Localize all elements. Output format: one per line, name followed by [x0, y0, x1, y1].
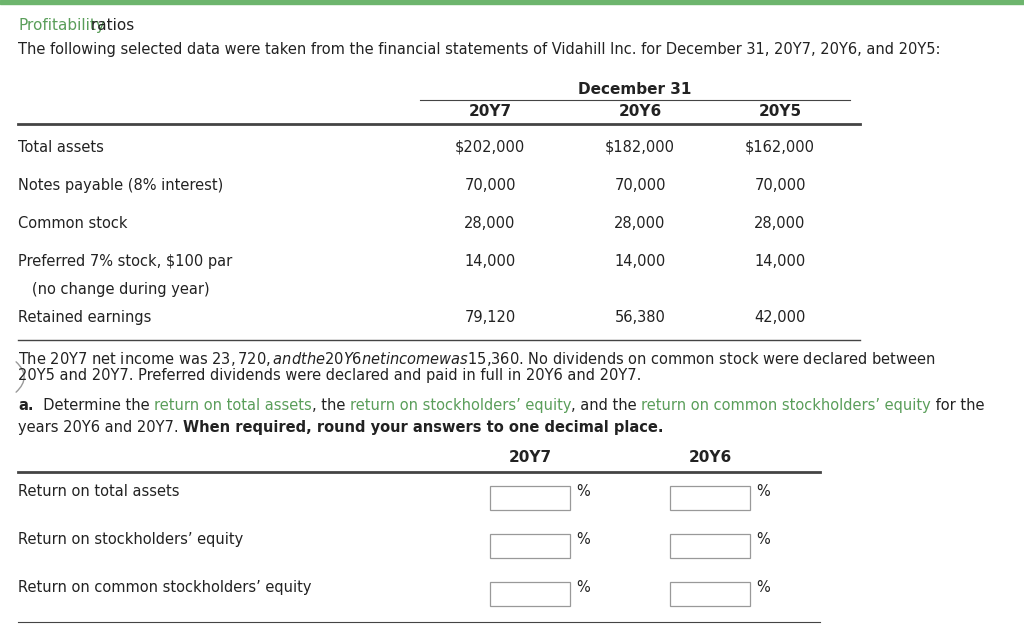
- Text: $162,000: $162,000: [745, 140, 815, 155]
- Text: 28,000: 28,000: [614, 216, 666, 231]
- Text: return on stockholders’ equity: return on stockholders’ equity: [349, 398, 571, 413]
- Text: 20Y5: 20Y5: [759, 104, 802, 119]
- Text: 20Y7: 20Y7: [509, 450, 552, 465]
- Text: 70,000: 70,000: [464, 178, 516, 193]
- Text: %: %: [575, 484, 590, 499]
- Polygon shape: [670, 534, 750, 558]
- Text: ratios: ratios: [86, 18, 134, 33]
- Text: 14,000: 14,000: [755, 254, 806, 269]
- Text: Profitability: Profitability: [18, 18, 104, 33]
- Bar: [0, 0, 1024, 4]
- Polygon shape: [670, 486, 750, 510]
- Text: The following selected data were taken from the financial statements of Vidahill: The following selected data were taken f…: [18, 42, 940, 57]
- Text: 70,000: 70,000: [614, 178, 666, 193]
- Text: 79,120: 79,120: [464, 310, 516, 325]
- Text: Return on common stockholders’ equity: Return on common stockholders’ equity: [18, 580, 311, 595]
- Text: Return on stockholders’ equity: Return on stockholders’ equity: [18, 532, 244, 547]
- Text: The 20Y7 net income was $23,720, and the 20Y6 net income was $15,360. No dividen: The 20Y7 net income was $23,720, and the…: [18, 350, 935, 368]
- Polygon shape: [490, 582, 570, 606]
- Text: Total assets: Total assets: [18, 140, 103, 155]
- Text: %: %: [575, 532, 590, 547]
- Text: , the: , the: [311, 398, 349, 413]
- Polygon shape: [490, 486, 570, 510]
- Text: 56,380: 56,380: [614, 310, 666, 325]
- Text: %: %: [756, 532, 770, 547]
- Text: 28,000: 28,000: [464, 216, 516, 231]
- Text: Return on total assets: Return on total assets: [18, 484, 179, 499]
- Text: Preferred 7% stock, $100 par: Preferred 7% stock, $100 par: [18, 254, 232, 269]
- Polygon shape: [670, 582, 750, 606]
- Text: for the: for the: [931, 398, 984, 413]
- Text: December 31: December 31: [579, 82, 691, 97]
- Text: return on common stockholders’ equity: return on common stockholders’ equity: [641, 398, 931, 413]
- Text: $202,000: $202,000: [455, 140, 525, 155]
- Text: Notes payable (8% interest): Notes payable (8% interest): [18, 178, 223, 193]
- Text: a.: a.: [18, 398, 34, 413]
- Text: %: %: [575, 580, 590, 595]
- Polygon shape: [490, 534, 570, 558]
- Text: , and the: , and the: [571, 398, 641, 413]
- Text: years 20Y6 and 20Y7.: years 20Y6 and 20Y7.: [18, 420, 183, 435]
- Text: return on total assets: return on total assets: [154, 398, 311, 413]
- Text: %: %: [756, 484, 770, 499]
- Text: (no change during year): (no change during year): [18, 282, 210, 297]
- Text: 20Y5 and 20Y7. Preferred dividends were declared and paid in full in 20Y6 and 20: 20Y5 and 20Y7. Preferred dividends were …: [18, 368, 641, 383]
- Text: 42,000: 42,000: [755, 310, 806, 325]
- Text: $182,000: $182,000: [605, 140, 675, 155]
- Text: 70,000: 70,000: [755, 178, 806, 193]
- Text: 14,000: 14,000: [464, 254, 516, 269]
- Text: 14,000: 14,000: [614, 254, 666, 269]
- Text: Retained earnings: Retained earnings: [18, 310, 152, 325]
- Text: 20Y6: 20Y6: [618, 104, 662, 119]
- Text: 20Y6: 20Y6: [688, 450, 731, 465]
- Text: 28,000: 28,000: [755, 216, 806, 231]
- Text: 20Y7: 20Y7: [468, 104, 512, 119]
- Text: When required, round your answers to one decimal place.: When required, round your answers to one…: [183, 420, 664, 435]
- Text: %: %: [756, 580, 770, 595]
- Text: Determine the: Determine the: [34, 398, 154, 413]
- Text: Common stock: Common stock: [18, 216, 128, 231]
